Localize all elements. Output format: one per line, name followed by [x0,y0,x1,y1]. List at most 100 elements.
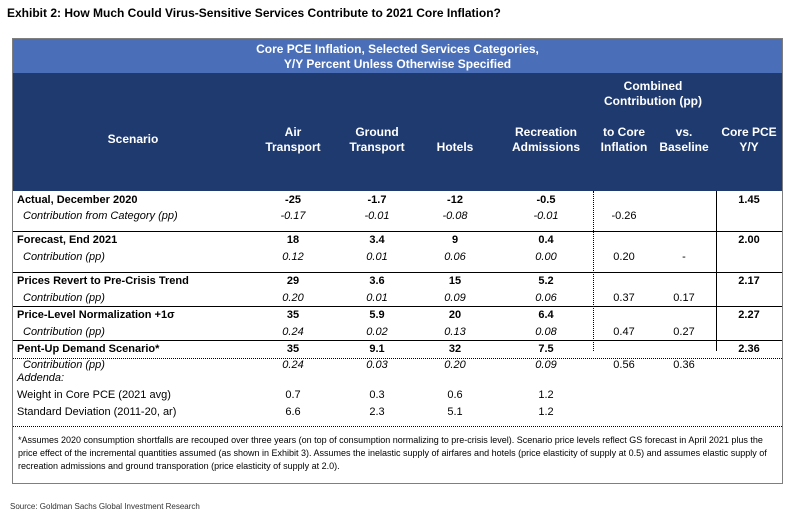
row-divider [13,340,782,341]
addenda-cell-ground: 2.3 [369,406,385,418]
addenda-cell-air: 0.7 [285,389,301,401]
cell-recreation: 0.06 [535,292,557,304]
table-row-contribution: Contribution (pp) 0.20 0.01 0.09 0.06 0.37 0.1… [13,290,782,306]
cell-vs-baseline: 0.27 [673,326,695,338]
row-label: Contribution (pp) [23,292,105,304]
separator-combined-left [593,191,594,351]
cell-ground: -1.7 [367,194,387,206]
row-label: Contribution (pp) [23,251,105,263]
table-row-contribution: Contribution (pp) 0.12 0.01 0.06 0.00 0.20 - [13,249,782,265]
cell-ground: -0.01 [364,210,390,222]
addenda-cell-hotels: 0.6 [447,389,463,401]
cell-air: 0.24 [282,359,304,371]
row-label: Prices Revert to Pre-Crisis Trend [17,275,189,287]
table-row-contribution: Contribution (pp) 0.24 0.02 0.13 0.08 0.47 0.2… [13,324,782,340]
cell-core-pce: 2.27 [738,309,760,321]
row-divider [13,231,782,232]
cell-hotels: 0.20 [444,359,466,371]
addenda-heading: Addenda: [17,372,65,384]
header-ground-line-2: Transport [349,140,405,154]
addenda-cell-hotels: 5.1 [447,406,463,418]
banner-line-1: Core PCE Inflation, Selected Services Ca… [256,42,539,56]
table-row-scenario: Actual, December 2020 -25 -1.7 -12 -0.5 1.45 [13,192,782,208]
table-row-scenario: Prices Revert to Pre-Crisis Trend 29 3.6 15… [13,273,782,289]
table-banner: Core PCE Inflation, Selected Services Ca… [13,39,782,73]
header-to-core: to Core Inflation [593,125,655,155]
cell-to-core: 0.37 [613,292,635,304]
cell-air: -25 [285,194,301,206]
table-row-scenario: Price-Level Normalization +1σ 35 5.9 20 6.4 2… [13,307,782,323]
table-row-contribution: Contribution from Category (pp) -0.17 -0.0… [13,208,782,224]
addenda-row: Standard Deviation (2011-20, ar) 6.6 2.3 5.… [13,404,782,420]
cell-to-core: 0.47 [613,326,635,338]
header-recreation: Recreation Admissions [501,125,591,155]
header-core-pce-line-1: Core PCE [721,125,777,139]
row-label: Contribution from Category (pp) [23,210,178,222]
cell-core-pce: 1.45 [738,194,760,206]
header-to-core-line-1: to Core [603,125,645,139]
cell-to-core: 0.56 [613,359,635,371]
cell-hotels: 0.09 [444,292,466,304]
banner-line-2: Y/Y Percent Unless Otherwise Specified [283,57,512,71]
cell-recreation: 0.09 [535,359,557,371]
header-vs-baseline: vs. Baseline [653,125,715,155]
cell-hotels: 15 [448,275,462,287]
header-core-pce-line-2: Y/Y [739,140,759,154]
cell-recreation: 6.4 [538,309,554,321]
cell-recreation: 7.5 [538,343,554,355]
header-air-line-1: Air [284,125,302,139]
cell-ground: 3.6 [369,275,385,287]
addenda-label: Weight in Core PCE (2021 avg) [17,389,171,401]
cell-recreation: -0.5 [536,194,556,206]
footnote: *Assumes 2020 consumption shortfalls are… [18,435,767,471]
cell-vs-baseline: 0.17 [673,292,695,304]
header-combined-line-1: Combined [623,79,683,93]
cell-recreation: -0.01 [533,210,559,222]
cell-hotels: -0.08 [442,210,468,222]
row-divider [13,306,782,307]
cell-hotels: 20 [448,309,462,321]
cell-hotels: 0.13 [444,326,466,338]
row-divider [13,272,782,273]
separator-core-pce [716,191,717,351]
header-recreation-line-1: Recreation [514,125,578,139]
cell-air: 18 [286,234,300,246]
table-row-contribution: Contribution (pp) 0.24 0.03 0.20 0.09 0.56 0.3… [13,357,782,373]
cell-recreation: 5.2 [538,275,554,287]
cell-ground: 9.1 [369,343,385,355]
cell-air: 0.24 [282,326,304,338]
cell-recreation: 0.08 [535,326,557,338]
addenda-divider [13,358,782,359]
header-air-transport: Air Transport [253,125,333,155]
cell-air: 29 [286,275,300,287]
cell-vs-baseline: - [682,251,686,263]
header-vs-line-2: Baseline [659,140,709,154]
cell-air: 35 [286,309,300,321]
table-row-scenario: Forecast, End 2021 18 3.4 9 0.4 2.00 [13,232,782,248]
table-frame: Core PCE Inflation, Selected Services Ca… [12,38,783,484]
addenda-heading-row: Addenda: [13,370,782,386]
addenda-cell-recreation: 1.2 [538,389,554,401]
cell-recreation: 0.4 [538,234,554,246]
header-hotels: Hotels [436,140,474,154]
cell-core-pce: 2.17 [738,275,760,287]
cell-hotels: 9 [451,234,459,246]
row-label: Contribution (pp) [23,359,105,371]
cell-ground: 0.01 [366,251,388,263]
addenda-label: Standard Deviation (2011-20, ar) [17,406,177,418]
row-label: Forecast, End 2021 [17,234,118,246]
source-note: Source: Goldman Sachs Global Investment … [10,502,200,511]
header-to-core-line-2: Inflation [600,140,648,154]
cell-air: 0.12 [282,251,304,263]
header-combined-line-2: Contribution (pp) [604,94,702,108]
table-row-scenario: Pent-Up Demand Scenario* 35 9.1 32 7.5 2.36 [13,341,782,357]
header-recreation-line-2: Admissions [511,140,580,154]
header-ground-line-1: Ground [355,125,399,139]
cell-core-pce: 2.36 [738,343,760,355]
addenda-cell-ground: 0.3 [369,389,385,401]
cell-ground: 3.4 [369,234,385,246]
table-header: Scenario Air Transport Ground Transport … [13,73,782,191]
cell-recreation: 0.00 [535,251,557,263]
cell-air: 0.20 [282,292,304,304]
cell-core-pce: 2.00 [738,234,760,246]
